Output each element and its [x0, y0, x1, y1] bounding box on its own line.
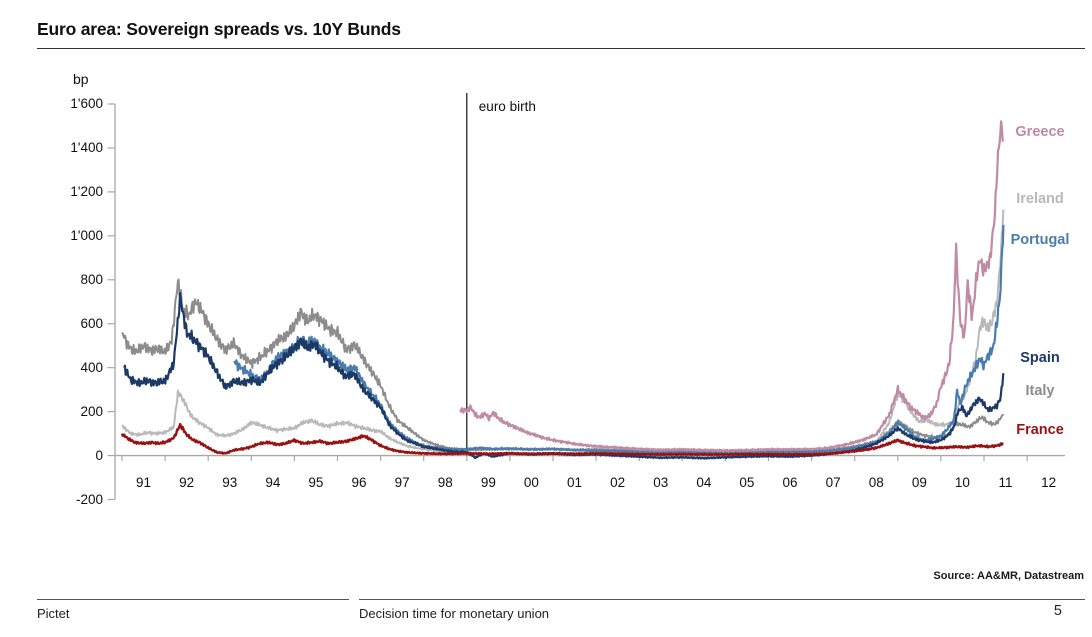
series-label-spain: Spain — [1020, 350, 1060, 366]
x-tick-label: 11 — [998, 475, 1013, 490]
series-line-ireland — [121, 209, 1005, 459]
x-tick-label: 03 — [653, 475, 669, 490]
series-line-greece — [459, 120, 1005, 453]
series-line-italy — [121, 278, 1005, 454]
series-label-italy: Italy — [1025, 383, 1055, 399]
title-divider — [37, 48, 1085, 49]
page-number: 5 — [1053, 603, 1062, 619]
x-tick-label: 96 — [351, 475, 367, 490]
euro-birth-annotation: euro birth — [478, 99, 536, 114]
x-tick-label: 07 — [825, 475, 841, 490]
x-tick-label: 08 — [868, 475, 884, 490]
y-tick-label: 0 — [95, 447, 103, 463]
footer-divider-right — [359, 599, 1085, 600]
x-tick-label: 00 — [523, 475, 539, 490]
x-tick-label: 02 — [610, 475, 626, 490]
x-tick-label: 91 — [136, 475, 152, 490]
footer-divider-left — [37, 599, 349, 600]
x-tick-label: 04 — [696, 475, 712, 490]
y-tick-label: 1'600 — [70, 96, 103, 111]
y-axis-unit-label: bp — [73, 71, 89, 87]
y-tick-label: 800 — [80, 271, 103, 287]
page-title: Euro area: Sovereign spreads vs. 10Y Bun… — [37, 19, 401, 39]
y-tick-label: -200 — [75, 491, 103, 507]
y-tick-label: 1'000 — [70, 227, 103, 243]
y-tick-label: 400 — [80, 359, 103, 375]
footer-title: Decision time for monetary union — [359, 606, 550, 621]
y-tick-label: 600 — [80, 315, 103, 331]
x-tick-label: 10 — [954, 475, 970, 490]
x-tick-label: 06 — [782, 475, 798, 490]
x-tick-label: 09 — [911, 475, 927, 490]
source-note: Source: AA&MR, Datastream — [933, 570, 1084, 582]
y-tick-label: 1'200 — [70, 183, 103, 199]
x-tick-label: 99 — [480, 475, 496, 490]
x-tick-label: 01 — [567, 475, 583, 490]
x-tick-label: 97 — [394, 475, 410, 490]
series-label-ireland: Ireland — [1016, 191, 1064, 207]
series-line-portugal — [233, 224, 1005, 455]
x-tick-label: 98 — [437, 475, 453, 490]
y-tick-label: 200 — [80, 403, 103, 419]
x-tick-label: 95 — [308, 475, 324, 490]
footer-brand: Pictet — [37, 606, 70, 621]
x-tick-label: 93 — [222, 475, 238, 490]
x-tick-label: 12 — [1041, 475, 1057, 490]
series-line-france — [120, 422, 1005, 457]
series-label-france: France — [1016, 422, 1064, 438]
x-tick-label: 94 — [265, 475, 281, 490]
series-label-portugal: Portugal — [1010, 232, 1070, 248]
x-tick-label: 05 — [739, 475, 755, 490]
x-tick-label: 92 — [179, 475, 195, 490]
series-label-greece: Greece — [1015, 124, 1065, 140]
y-tick-label: 1'400 — [70, 139, 103, 155]
